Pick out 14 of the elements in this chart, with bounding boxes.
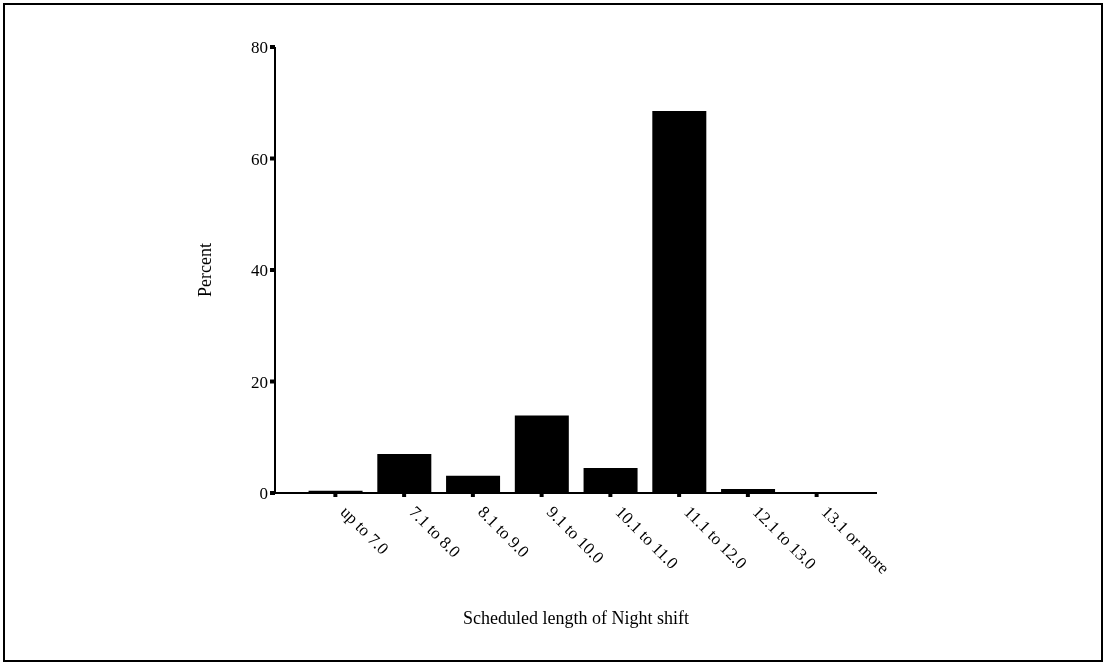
- x-tick-label: 7.1 to 8.0: [405, 502, 465, 562]
- y-tick-label: 0: [259, 484, 268, 504]
- x-tick-label: 9.1 to 10.0: [542, 502, 608, 568]
- y-tick-label: 80: [251, 38, 268, 58]
- y-tick-label: 20: [251, 372, 268, 392]
- x-tick-label: up to 7.0: [336, 502, 393, 559]
- x-tick-label: 8.1 to 9.0: [474, 502, 533, 562]
- y-tick-label: 60: [251, 149, 268, 169]
- x-tick-label: 10.1 to 11.0: [611, 502, 682, 573]
- y-axis-title: Percent: [195, 243, 216, 297]
- x-axis-title: Scheduled length of Night shift: [463, 608, 689, 628]
- y-tick-label: 40: [251, 261, 268, 281]
- x-tick-label: 12.1 to 13.0: [749, 502, 820, 574]
- x-tick-label: 11.1 to 12.0: [680, 502, 751, 573]
